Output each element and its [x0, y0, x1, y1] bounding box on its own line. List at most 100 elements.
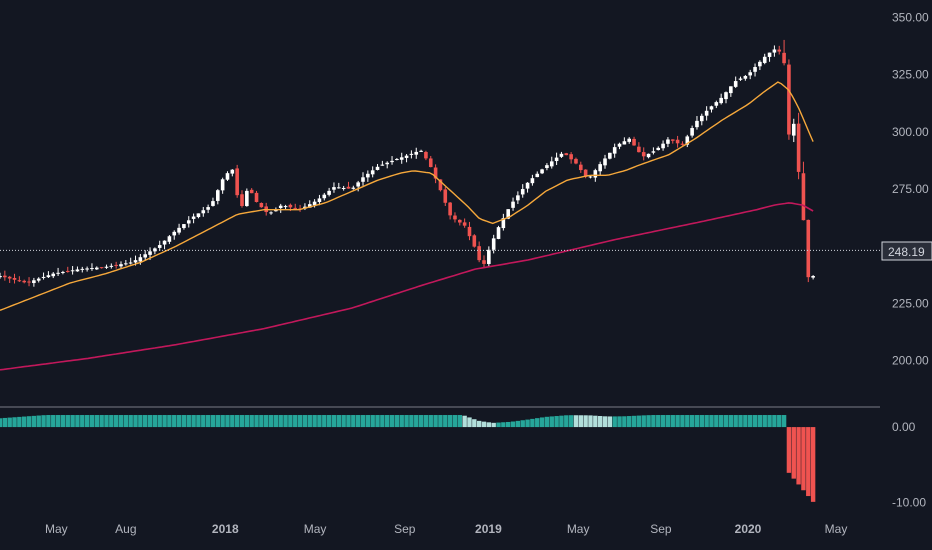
- histogram-bar: [70, 415, 75, 428]
- candle-body: [240, 194, 244, 206]
- candle-body: [462, 222, 467, 226]
- candle-body: [356, 182, 360, 187]
- histogram-bar: [767, 415, 772, 428]
- histogram-bar: [452, 415, 458, 428]
- histogram-bar: [443, 415, 448, 428]
- candle-body: [409, 153, 414, 155]
- candle-body: [157, 245, 162, 248]
- histogram-bar: [360, 415, 366, 428]
- candle-body: [22, 280, 26, 283]
- histogram-bar: [152, 415, 158, 428]
- candle-body: [583, 169, 588, 177]
- histogram-bar: [215, 415, 220, 428]
- histogram-bar: [307, 415, 312, 428]
- sma-fast-line: [0, 81, 814, 311]
- histogram-bar: [355, 415, 361, 428]
- candle-body: [767, 52, 772, 57]
- histogram-bar: [94, 415, 99, 428]
- candle-body: [545, 165, 549, 169]
- histogram-bar: [220, 415, 225, 428]
- candle-body: [796, 123, 801, 172]
- histogram-bar: [84, 415, 90, 428]
- candle-body: [32, 280, 36, 284]
- candle-body: [690, 128, 694, 136]
- candle-body: [598, 164, 602, 172]
- histogram-bar: [748, 415, 753, 428]
- candle-body: [801, 173, 806, 221]
- histogram-bar: [196, 415, 201, 428]
- candle-body: [12, 277, 17, 280]
- histogram-bar: [554, 416, 559, 428]
- oscillator-pane[interactable]: [0, 415, 816, 502]
- candle-body: [167, 236, 172, 242]
- candle-body: [27, 281, 31, 283]
- histogram-bar: [75, 415, 80, 428]
- histogram-bar: [167, 415, 172, 428]
- candle-body: [109, 265, 114, 267]
- candle-body: [540, 169, 544, 174]
- candle-body: [608, 152, 612, 159]
- candle-body: [307, 204, 312, 208]
- histogram-bar: [346, 415, 351, 428]
- histogram-tick-label: -10.00: [892, 495, 926, 509]
- candle-body: [622, 141, 627, 145]
- histogram-bar: [428, 415, 433, 428]
- histogram-bar: [404, 415, 409, 428]
- time-tick-label: Sep: [650, 522, 672, 536]
- histogram-bar: [138, 415, 143, 428]
- histogram-bar: [0, 418, 3, 428]
- histogram-bar: [143, 415, 148, 428]
- candle-body: [225, 173, 230, 180]
- histogram-bar: [254, 415, 259, 428]
- candle-body: [182, 224, 186, 229]
- histogram-bar: [249, 415, 254, 428]
- candle-body: [719, 97, 723, 104]
- histogram-bar: [602, 416, 608, 428]
- histogram-bar: [622, 416, 627, 428]
- candle-body: [346, 186, 351, 189]
- time-tick-label: May: [567, 522, 590, 536]
- last-price-tag: 248.19: [881, 241, 932, 261]
- histogram-bar: [104, 415, 109, 428]
- candle-body: [51, 273, 56, 277]
- histogram-bar: [757, 415, 763, 428]
- candle-body: [467, 226, 472, 237]
- histogram-bar: [559, 415, 564, 428]
- histogram-bar: [651, 415, 656, 428]
- time-tick-label: Sep: [394, 522, 416, 536]
- candle-body: [772, 49, 777, 53]
- histogram-bar: [486, 422, 492, 428]
- candle-body: [627, 138, 631, 142]
- histogram-bar: [617, 416, 622, 428]
- candle-body: [448, 202, 452, 216]
- price-axis[interactable]: 350.00 325.00 300.00 275.00 225.00 200.00 0.00…: [892, 10, 929, 509]
- candle-body: [380, 164, 385, 166]
- candle-body: [762, 56, 767, 63]
- histogram-bar: [89, 415, 95, 428]
- candle-body: [0, 276, 2, 278]
- histogram-bar: [641, 415, 646, 428]
- candle-body: [65, 270, 70, 272]
- histogram-bar: [544, 416, 550, 428]
- histogram-bar: [46, 415, 51, 428]
- histogram-bar: [806, 427, 811, 497]
- histogram-bar: [476, 420, 482, 428]
- histogram-bar: [636, 415, 642, 428]
- price-pane[interactable]: [0, 39, 880, 371]
- histogram-bar: [472, 419, 477, 428]
- candle-body: [443, 189, 448, 203]
- histogram-bar: [694, 415, 700, 428]
- histogram-bar: [573, 415, 579, 428]
- candle-body: [758, 61, 762, 67]
- histogram-bar: [331, 415, 337, 428]
- histogram-bar: [51, 415, 56, 428]
- price-tick-label: 225.00: [892, 296, 929, 310]
- time-axis[interactable]: May Aug 2018 May Sep 2019 May Sep 2020 May: [45, 522, 847, 536]
- histogram-bar: [273, 415, 279, 428]
- candle-body: [511, 201, 515, 208]
- histogram-bar: [646, 415, 651, 428]
- candle-body: [520, 189, 525, 195]
- histogram-bar: [520, 420, 525, 428]
- histogram-bar: [414, 415, 419, 428]
